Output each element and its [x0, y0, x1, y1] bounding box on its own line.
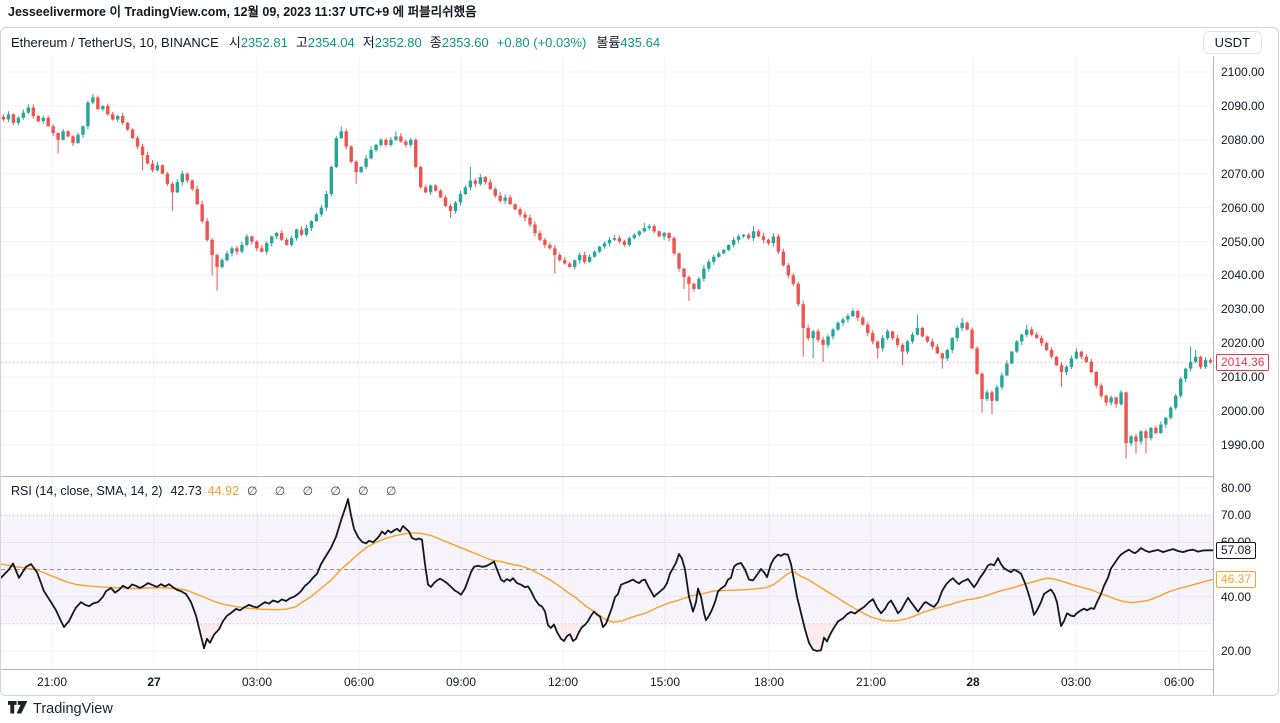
ohlc-field: 고2354.04 [295, 35, 355, 50]
price-tick-label: 1990.00 [1221, 437, 1265, 452]
rsi-last-label: 57.08 [1216, 541, 1257, 559]
volume-field: 볼륨435.64 [596, 35, 660, 50]
rsi-tick-label: 20.00 [1221, 644, 1252, 659]
rsi-pane[interactable]: RSI (14, close, SMA, 14, 2) 42.73 44.92 ∅ ∅… [1, 476, 1213, 669]
time-tick-label: 28 [966, 675, 980, 689]
tradingview-watermark[interactable]: TradingView [8, 701, 113, 717]
rsi-chart[interactable] [1, 477, 1213, 669]
rsi-value: 42.73 [170, 484, 202, 498]
price-tick-label: 2020.00 [1221, 336, 1265, 351]
time-tick-label: 18:00 [753, 675, 785, 689]
volume-label: 볼륨 [596, 35, 621, 50]
volume-value: 435.64 [620, 35, 661, 50]
rsi-tick-label: 80.00 [1221, 481, 1252, 495]
ohlc-field: 종2353.60 [429, 35, 489, 50]
time-axis[interactable]: 21:00 27 03:00 06:00 09:00 12:00 15:00 18:00 21:… [1, 669, 1213, 695]
symbol-title: Ethereum / TetherUS, 10, BINANCE [11, 35, 219, 50]
symbol-legend: Ethereum / TetherUS, 10, BINANCE 시2352.81… [11, 28, 668, 56]
price-pane[interactable] [1, 56, 1213, 476]
time-tick-label: 21:00 [855, 675, 887, 689]
currency-toggle-button[interactable]: USDT [1202, 31, 1262, 54]
time-tick-label: 03:00 [241, 675, 273, 689]
price-tick-label: 2050.00 [1221, 234, 1265, 249]
price-tick-label: 2000.00 [1221, 404, 1265, 418]
last-price-label: 2014.36 [1216, 353, 1270, 371]
price-tick-label: 2030.00 [1221, 302, 1265, 317]
ohlc-field: 저2352.80 [362, 35, 422, 50]
time-tick-label: 03:00 [1060, 675, 1092, 689]
time-tick-label: 12:00 [547, 675, 579, 689]
rsi-legend: RSI (14, close, SMA, 14, 2) 42.73 44.92 ∅ ∅… [11, 484, 403, 498]
chart-card: Ethereum / TetherUS, 10, BINANCE 시2352.81… [0, 27, 1279, 696]
ohlc-field: 시2352.81 [228, 35, 288, 50]
change-value: +0.80 (+0.03%) [496, 35, 587, 50]
time-tick-label: 06:00 [343, 675, 375, 689]
rsi-sma-last-label: 46.37 [1216, 570, 1257, 588]
price-tick-label: 2090.00 [1221, 98, 1265, 113]
ohlc-fields: 시2352.81 고2354.04 저2352.80 종2353.60 [229, 35, 497, 50]
tradingview-logo-icon [8, 701, 28, 714]
publish-info: Jesseelivermore 이 TradingView.com, 12월 0… [0, 0, 1280, 26]
rsi-tick-label: 40.00 [1221, 589, 1252, 604]
rsi-sma-value: 44.92 [207, 484, 240, 498]
time-tick-label: 21:00 [36, 675, 68, 689]
time-tick-label: 27 [147, 675, 161, 689]
price-tick-label: 2100.00 [1221, 65, 1265, 79]
chart-legend-row: Ethereum / TetherUS, 10, BINANCE 시2352.81… [1, 28, 1278, 56]
watermark-text: TradingView [33, 701, 113, 717]
price-tick-label: 2070.00 [1221, 166, 1265, 181]
price-axis[interactable]: 2014.36 57.08 46.37 2100.00 2090.00 2080.0… [1213, 56, 1278, 695]
price-tick-label: 2080.00 [1221, 132, 1265, 147]
rsi-empty-markers: ∅ ∅ ∅ ∅ ∅ ∅ [247, 484, 404, 498]
time-tick-label: 15:00 [649, 675, 681, 689]
rsi-tick-label: 70.00 [1221, 508, 1252, 523]
time-tick-label: 09:00 [445, 675, 477, 689]
rsi-title: RSI (14, close, SMA, 14, 2) [11, 484, 163, 498]
time-tick-label: 06:00 [1163, 675, 1195, 689]
price-tick-label: 2040.00 [1221, 268, 1265, 283]
price-tick-label: 2010.00 [1221, 370, 1265, 385]
candlestick-chart[interactable] [1, 56, 1213, 476]
price-tick-label: 2060.00 [1221, 200, 1265, 215]
